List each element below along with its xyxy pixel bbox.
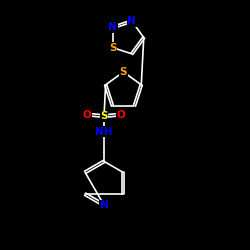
Text: S: S bbox=[109, 42, 116, 52]
Text: O: O bbox=[82, 110, 91, 120]
Text: N: N bbox=[128, 16, 136, 26]
Text: N: N bbox=[108, 22, 117, 32]
Text: O: O bbox=[117, 110, 126, 120]
Text: S: S bbox=[120, 67, 127, 77]
Text: NH: NH bbox=[95, 127, 113, 137]
Text: N: N bbox=[100, 200, 108, 210]
Text: S: S bbox=[100, 111, 108, 121]
